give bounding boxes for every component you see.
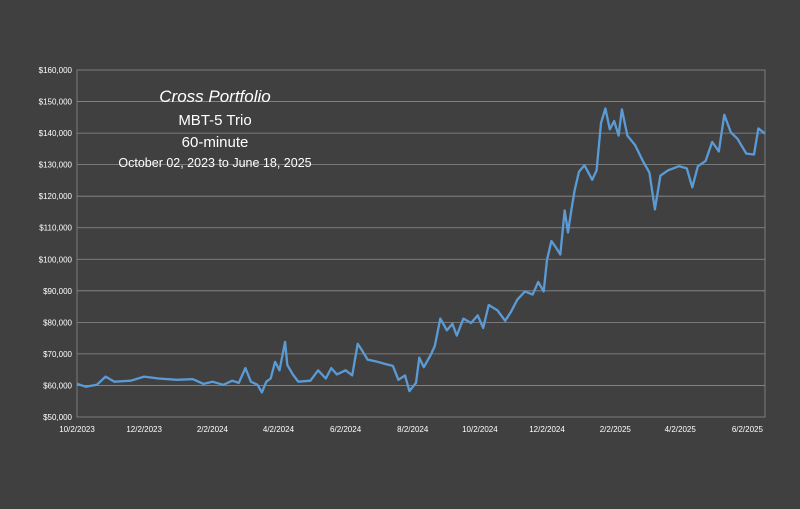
series-layer: [76, 107, 766, 394]
y-tick-label: $100,000: [39, 255, 73, 264]
x-tick-label: 6/2/2025: [732, 425, 764, 434]
series-line: [76, 107, 766, 394]
y-tick-label: $130,000: [39, 161, 73, 170]
gridlines: [77, 101, 765, 386]
chart-title-block: Cross Portfolio MBT-5 Trio 60-minute Oct…: [100, 86, 330, 172]
y-tick-label: $120,000: [39, 192, 73, 201]
x-tick-label: 10/2/2024: [462, 425, 498, 434]
y-tick-label: $80,000: [43, 318, 72, 327]
y-tick-label: $50,000: [43, 413, 72, 422]
y-tick-label: $60,000: [43, 381, 72, 390]
x-tick-label: 12/2/2023: [126, 425, 162, 434]
chart-subtitle: MBT-5 Trio: [178, 112, 252, 129]
y-axis-ticks: $50,000 $60,000 $70,000 $80,000 $90,000 $100,…: [39, 66, 73, 422]
x-tick-label: 4/2/2025: [665, 425, 697, 434]
y-tick-label: $70,000: [43, 350, 72, 359]
plot-area: [76, 69, 766, 418]
chart-interval: 60-minute: [181, 134, 249, 151]
y-tick-label: $140,000: [39, 129, 73, 138]
x-tick-label: 12/2/2024: [529, 425, 565, 434]
y-tick-label: $150,000: [39, 98, 73, 107]
x-tick-label: 2/2/2024: [197, 425, 229, 434]
x-tick-label: 4/2/2024: [263, 425, 295, 434]
chart-title: Cross Portfolio: [159, 87, 271, 106]
x-axis-ticks: 10/2/2023 12/2/2023 2/2/2024 4/2/2024 6/2/20…: [59, 425, 763, 434]
x-tick-label: 8/2/2024: [397, 425, 429, 434]
x-tick-label: 6/2/2024: [330, 425, 362, 434]
y-tick-label: $90,000: [43, 287, 72, 296]
y-tick-label: $160,000: [39, 66, 73, 75]
x-tick-label: 2/2/2025: [600, 425, 632, 434]
x-tick-label: 10/2/2023: [59, 425, 95, 434]
chart-date-range: October 02, 2023 to June 18, 2025: [118, 156, 312, 170]
y-tick-label: $110,000: [39, 224, 72, 233]
